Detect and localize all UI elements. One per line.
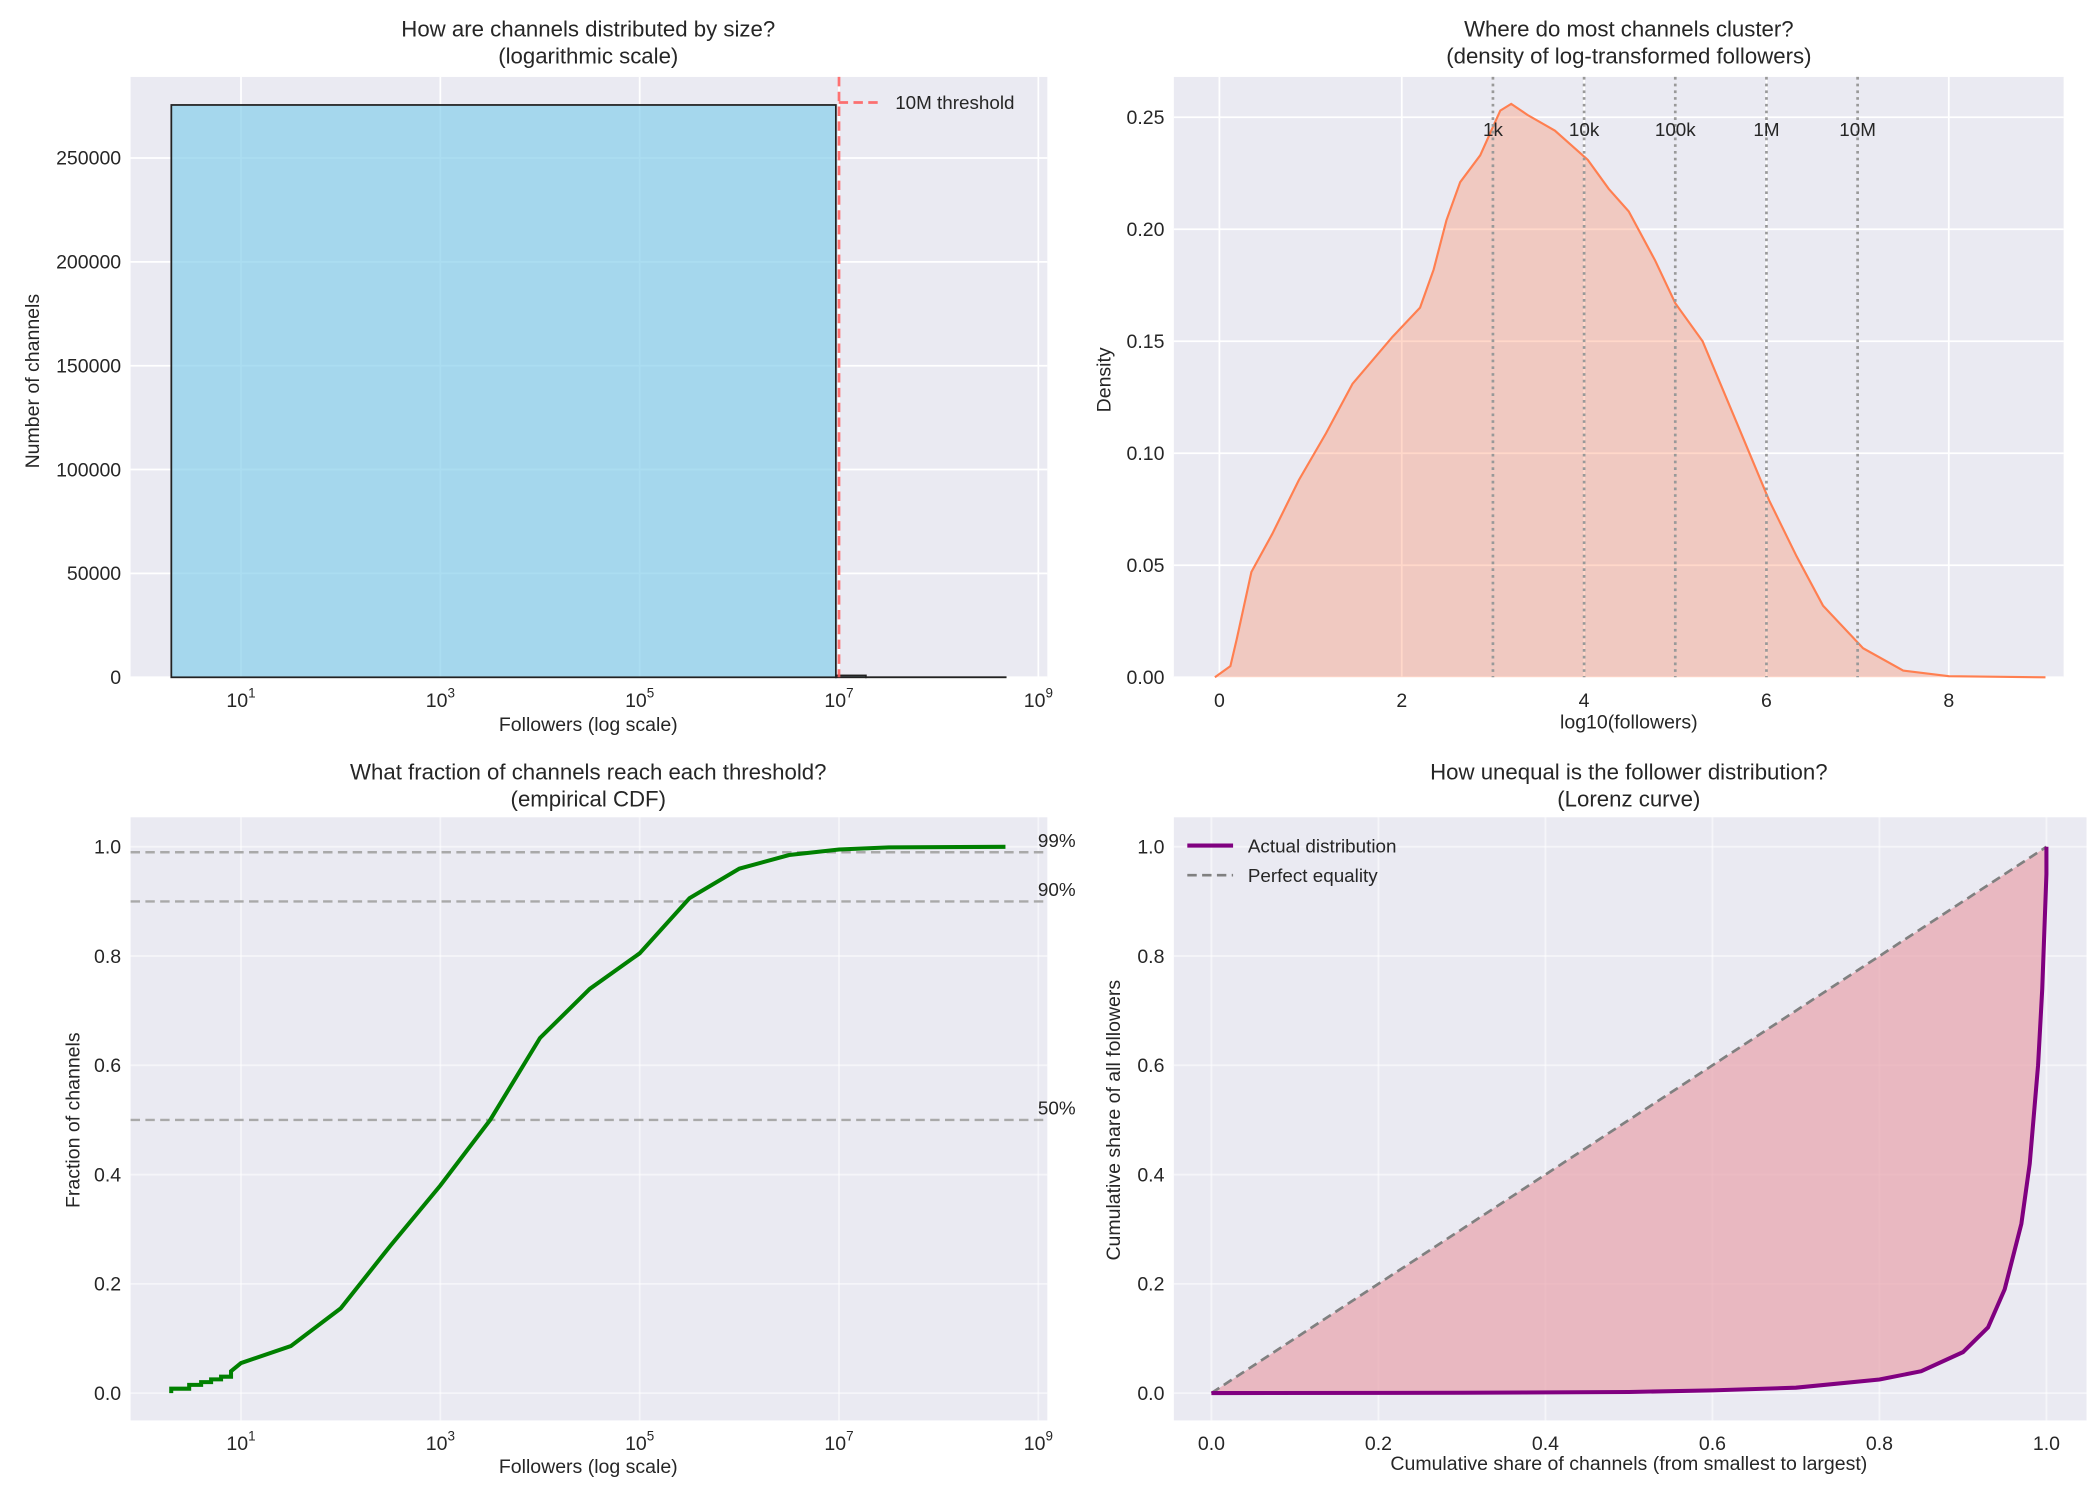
x-tick-label: 101 bbox=[226, 1429, 255, 1455]
x-tick-label: 2 bbox=[1396, 690, 1407, 712]
legend-equality-label: Perfect equality bbox=[1248, 865, 1378, 886]
kde-subtitle: (density of log-transformed followers) bbox=[1446, 43, 1811, 68]
y-tick-label: 150000 bbox=[56, 355, 121, 377]
marker-label-1M: 1M bbox=[1753, 119, 1779, 140]
cdf-subtitle: (empirical CDF) bbox=[511, 787, 666, 812]
x-tick-label: 1.0 bbox=[2033, 1433, 2060, 1455]
y-tick-label: 1.0 bbox=[94, 837, 121, 859]
histogram-bar bbox=[834, 674, 867, 679]
kde-curve bbox=[1214, 102, 2046, 679]
y-tick-label: 0.2 bbox=[1137, 1274, 1164, 1296]
legend-actual-label: Actual distribution bbox=[1248, 835, 1397, 856]
lorenz-ylabel: Cumulative share of all followers bbox=[1103, 980, 1125, 1261]
legend-threshold-label: 10M threshold bbox=[895, 92, 1014, 113]
cdf-curve bbox=[169, 844, 1006, 1394]
marker-label-10k: 10k bbox=[1569, 119, 1600, 140]
panel-lorenz: How unequal is the follower distribution… bbox=[1103, 760, 2087, 1475]
plot-background bbox=[1173, 76, 2064, 678]
histogram-subtitle: (logarithmic scale) bbox=[498, 43, 678, 68]
x-tick-label: 105 bbox=[625, 686, 654, 712]
x-tick-label: 4 bbox=[1579, 690, 1590, 712]
cdf-ylabel: Fraction of channels bbox=[62, 1032, 84, 1208]
reference-label-90%: 90% bbox=[1038, 879, 1076, 900]
x-tick-label: 103 bbox=[426, 686, 455, 712]
panel-histogram: How are channels distributed by size? (l… bbox=[22, 17, 1053, 737]
kde-xlabel: log10(followers) bbox=[1560, 711, 1698, 733]
histogram-ylabel: Number of channels bbox=[22, 294, 44, 469]
y-tick-label: 0.00 bbox=[1126, 667, 1164, 689]
y-tick-label: 50000 bbox=[67, 563, 121, 585]
y-tick-label: 100000 bbox=[56, 459, 121, 481]
x-tick-label: 109 bbox=[1024, 686, 1053, 712]
equality-line bbox=[1210, 845, 2048, 1395]
y-tick-label: 0.05 bbox=[1126, 555, 1164, 577]
cdf-plot-area: 101 103 105 107 109 0.0 0.2 0.4 0.6 0.8 1.0 99% 90% 5… bbox=[94, 817, 1076, 1455]
x-tick-label: 109 bbox=[1024, 1429, 1053, 1455]
x-tick-label: 0.2 bbox=[1365, 1433, 1392, 1455]
x-tick-label: 0.4 bbox=[1532, 1433, 1559, 1455]
y-tick-label: 0.2 bbox=[94, 1274, 121, 1296]
x-tick-label: 0.8 bbox=[1866, 1433, 1893, 1455]
x-tick-label: 107 bbox=[824, 686, 853, 712]
y-tick-label: 0.4 bbox=[1137, 1164, 1164, 1186]
x-tick-label: 0.0 bbox=[1198, 1433, 1225, 1455]
y-tick-label: 0.8 bbox=[94, 946, 121, 968]
y-tick-label: 0.25 bbox=[1126, 107, 1164, 129]
reference-label-99%: 99% bbox=[1038, 830, 1076, 851]
x-tick-label: 101 bbox=[226, 686, 255, 712]
y-tick-label: 0.0 bbox=[1137, 1383, 1164, 1405]
x-tick-label: 107 bbox=[824, 1429, 853, 1455]
kde-ylabel: Density bbox=[1094, 347, 1116, 412]
kde-fill-area bbox=[1214, 103, 2046, 678]
lorenz-curve bbox=[1211, 846, 2049, 1396]
panel-kde: Where do most channels cluster? (density… bbox=[1094, 17, 2064, 733]
marker-label-1k: 1k bbox=[1483, 119, 1503, 140]
y-tick-label: 0 bbox=[110, 667, 121, 689]
y-tick-label: 1.0 bbox=[1137, 837, 1164, 859]
histogram-title: How are channels distributed by size? bbox=[401, 17, 775, 42]
y-tick-label: 0.0 bbox=[94, 1383, 121, 1405]
marker-label-100k: 100k bbox=[1655, 119, 1696, 140]
cdf-xlabel: Followers (log scale) bbox=[499, 1456, 678, 1478]
y-tick-label: 250000 bbox=[56, 148, 121, 170]
y-tick-label: 0.6 bbox=[94, 1055, 121, 1077]
y-tick-label: 200000 bbox=[56, 252, 121, 274]
x-tick-label: 103 bbox=[426, 1429, 455, 1455]
x-tick-label: 105 bbox=[625, 1429, 654, 1455]
lorenz-subtitle: (Lorenz curve) bbox=[1557, 787, 1700, 812]
histogram-plot-area: 101 103 105 107 109 0 50000 100000 150000 200000 2… bbox=[56, 76, 1053, 712]
y-tick-label: 0.4 bbox=[94, 1164, 121, 1186]
cdf-title: What fraction of channels reach each thr… bbox=[350, 760, 826, 785]
lorenz-xlabel: Cumulative share of channels (from small… bbox=[1390, 1453, 1867, 1475]
histogram-bar bbox=[170, 104, 837, 679]
histogram-xlabel: Followers (log scale) bbox=[499, 714, 678, 736]
y-tick-label: 0.10 bbox=[1126, 443, 1164, 465]
kde-title: Where do most channels cluster? bbox=[1464, 17, 1794, 42]
y-tick-label: 0.6 bbox=[1137, 1055, 1164, 1077]
lorenz-title: How unequal is the follower distribution… bbox=[1430, 760, 1827, 785]
lorenz-plot-area: 0.0 0.2 0.4 0.6 0.8 1.0 0.0 0.2 0.4 0.6 0.8 1.0 Actu… bbox=[1137, 817, 2087, 1455]
x-tick-label: 6 bbox=[1761, 690, 1772, 712]
y-tick-label: 0.8 bbox=[1137, 946, 1164, 968]
y-tick-label: 0.20 bbox=[1126, 219, 1164, 241]
y-tick-label: 0.15 bbox=[1126, 331, 1164, 353]
panel-cdf: What fraction of channels reach each thr… bbox=[62, 760, 1075, 1478]
x-tick-label: 8 bbox=[1943, 690, 1954, 712]
reference-label-50%: 50% bbox=[1038, 1098, 1076, 1119]
x-tick-label: 0.6 bbox=[1699, 1433, 1726, 1455]
kde-plot-area: 0 2 4 6 8 0.00 0.05 0.10 0.15 0.20 0.25 1k 10k 100k 1M… bbox=[1126, 76, 2064, 712]
marker-label-10M: 10M bbox=[1839, 119, 1876, 140]
x-tick-label: 0 bbox=[1214, 690, 1225, 712]
